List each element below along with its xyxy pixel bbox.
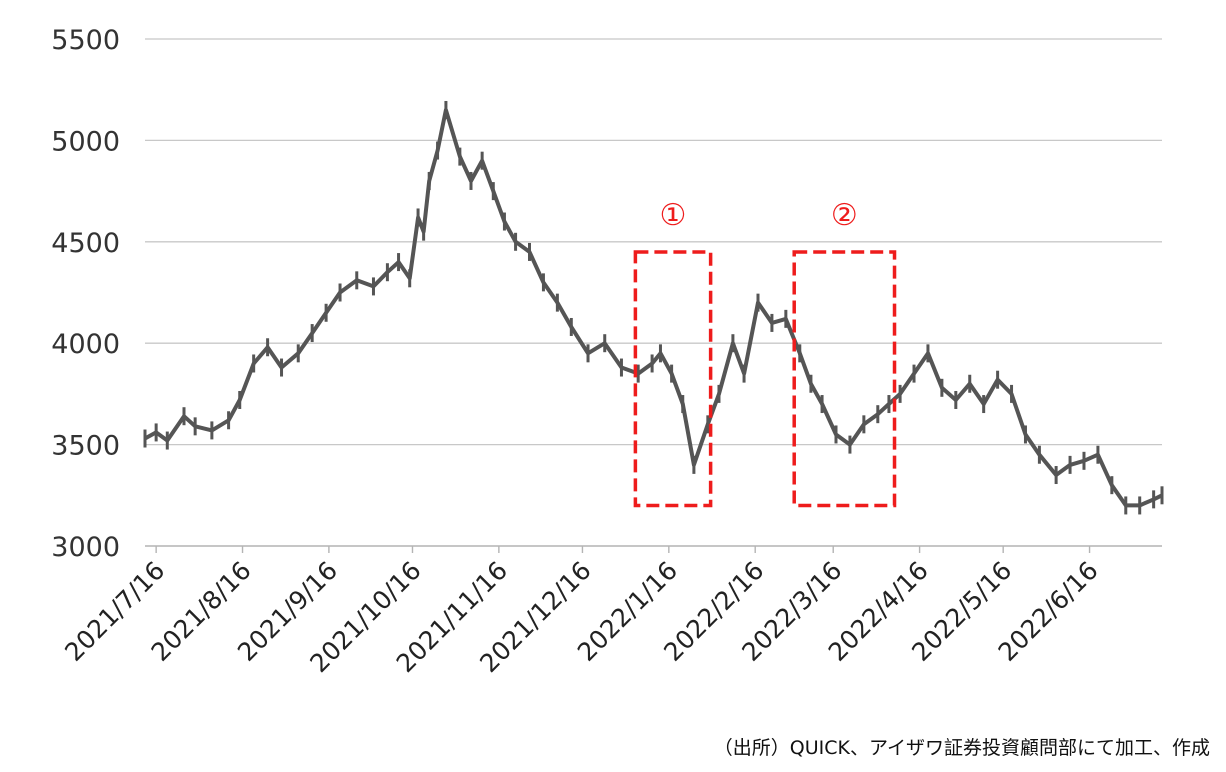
annotation-box-1 bbox=[633, 250, 713, 508]
annotation-box-2 bbox=[792, 250, 897, 508]
y-tick-label-3500: 3500 bbox=[51, 431, 120, 462]
gridlines bbox=[145, 38, 1162, 446]
x-axis: 2021/7/162021/8/162021/9/162021/10/16202… bbox=[59, 545, 1162, 678]
source-note: （出所）QUICK、アイザワ証券投資顧問部にて加工、作成 bbox=[713, 737, 1210, 759]
y-tick-label-4000: 4000 bbox=[51, 329, 120, 360]
y-tick-label-4500: 4500 bbox=[51, 228, 120, 259]
y-tick-label-5500: 5500 bbox=[51, 25, 120, 56]
y-tick-label-5000: 5000 bbox=[51, 126, 120, 157]
series-line-0 bbox=[144, 108, 1163, 508]
annotation-label-2: ② bbox=[831, 198, 858, 233]
price-series bbox=[143, 100, 1164, 515]
y-axis-tick-labels: 3000 3500 4000 4500 5000 5500 bbox=[51, 25, 120, 563]
annotation-label-1: ① bbox=[660, 198, 687, 233]
y-tick-label-3000: 3000 bbox=[51, 532, 120, 563]
